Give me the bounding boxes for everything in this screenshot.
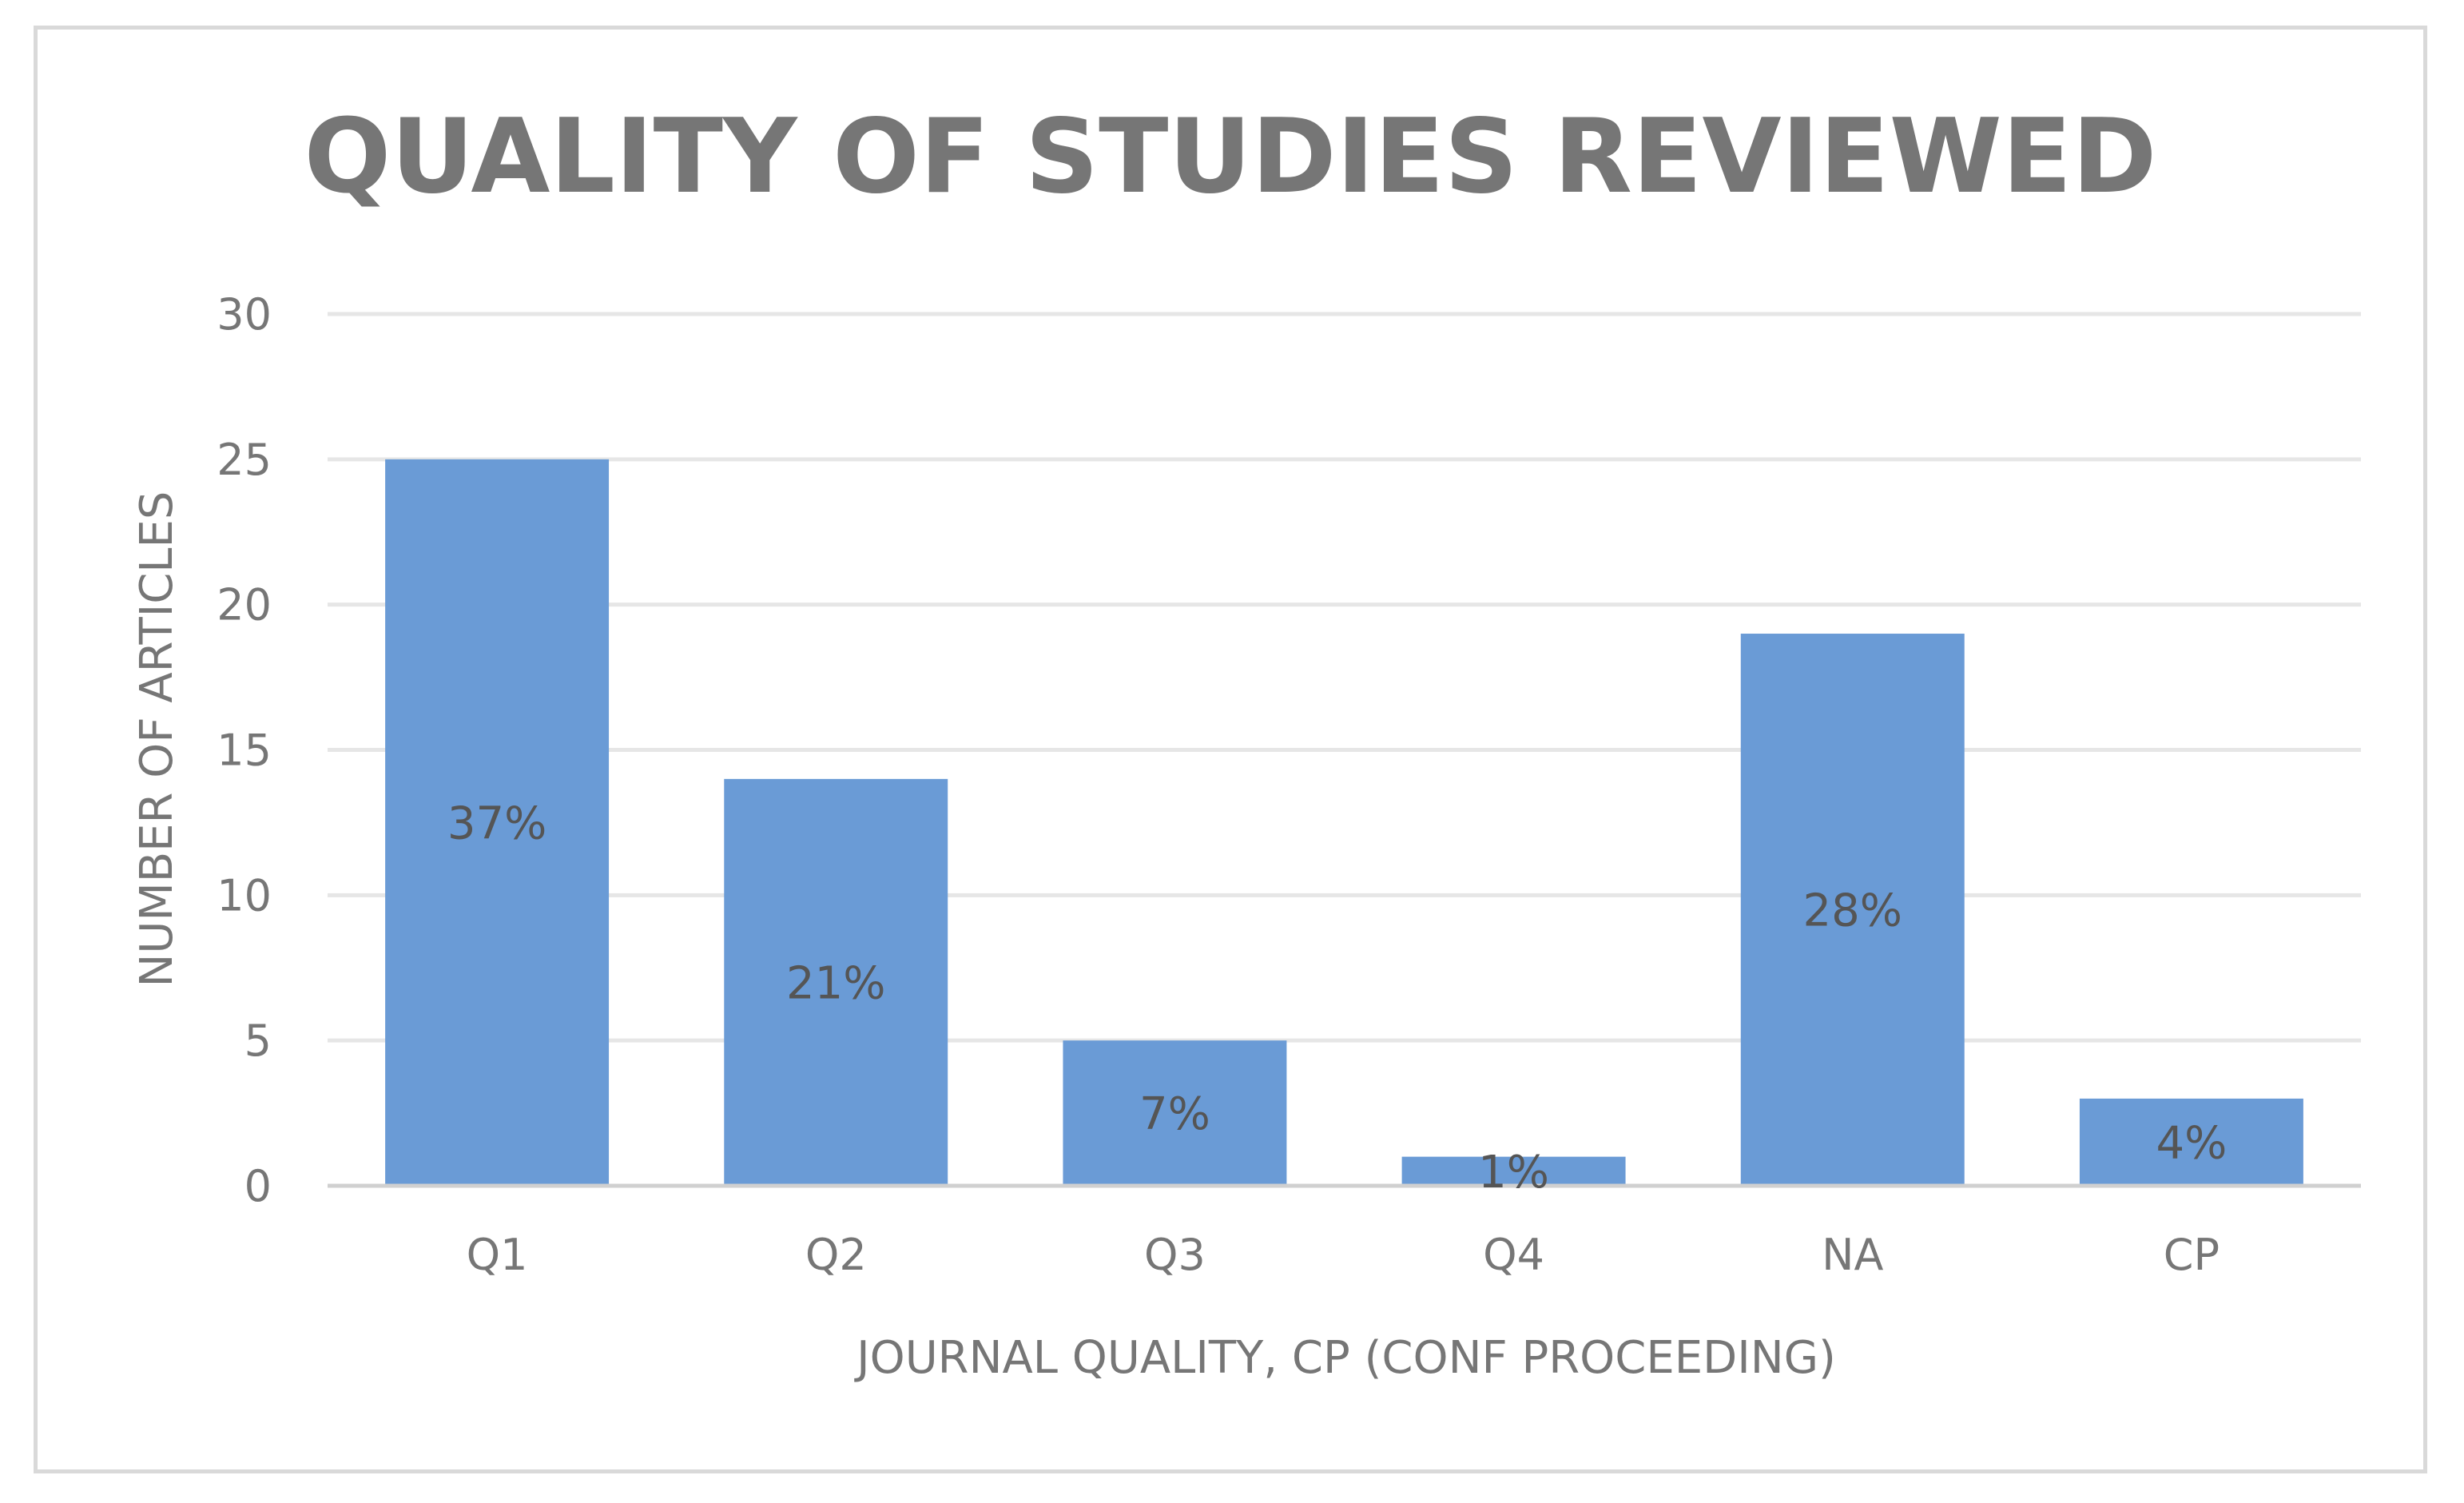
data-label-q4: 1%: [1478, 1147, 1549, 1199]
gridlines: [328, 312, 2361, 1043]
x-tick-label: Q4: [1483, 1230, 1544, 1280]
x-tick-label: NA: [1822, 1230, 1883, 1280]
bar-q2: [724, 778, 948, 1186]
data-label-cp: 4%: [2156, 1117, 2227, 1169]
y-axis-title: NUMBER OF ARTICLES: [131, 491, 183, 988]
data-label-na: 28%: [1803, 885, 1902, 937]
x-tick-label: Q3: [1144, 1230, 1206, 1280]
data-label-q2: 21%: [786, 957, 885, 1009]
y-axis-ticks: 0 5 10 15 20 25 30: [217, 289, 272, 1211]
y-tick-label: 5: [244, 1016, 272, 1066]
x-tick-label: CP: [2164, 1230, 2220, 1280]
y-tick-label: 30: [217, 289, 272, 340]
bar-q1: [385, 459, 610, 1186]
bar-q4: [1401, 1156, 1626, 1186]
x-axis-ticks: Q1 Q2 Q3 Q4 NA CP: [467, 1230, 2220, 1280]
x-tick-label: Q1: [467, 1230, 528, 1280]
data-label-q3: 7%: [1139, 1088, 1210, 1140]
bar-q3: [1063, 1040, 1287, 1186]
bars: [385, 459, 2303, 1186]
y-tick-label: 0: [244, 1161, 272, 1211]
data-label-q1: 37%: [447, 797, 546, 849]
x-axis-title: JOURNAL QUALITY, CP (CONF PROCEEDING): [854, 1332, 1836, 1384]
y-tick-label: 10: [217, 870, 272, 920]
x-tick-label: Q2: [805, 1230, 867, 1280]
y-tick-label: 20: [217, 580, 272, 630]
data-labels: 37% 21% 7% 1% 28% 4%: [447, 797, 2227, 1198]
bar-na: [1740, 634, 1965, 1186]
bar-cp: [2079, 1098, 2303, 1186]
y-tick-label: 15: [217, 726, 272, 776]
chart-title: QUALITY OF STUDIES REVIEWED: [304, 97, 2157, 217]
y-tick-label: 25: [217, 435, 272, 485]
